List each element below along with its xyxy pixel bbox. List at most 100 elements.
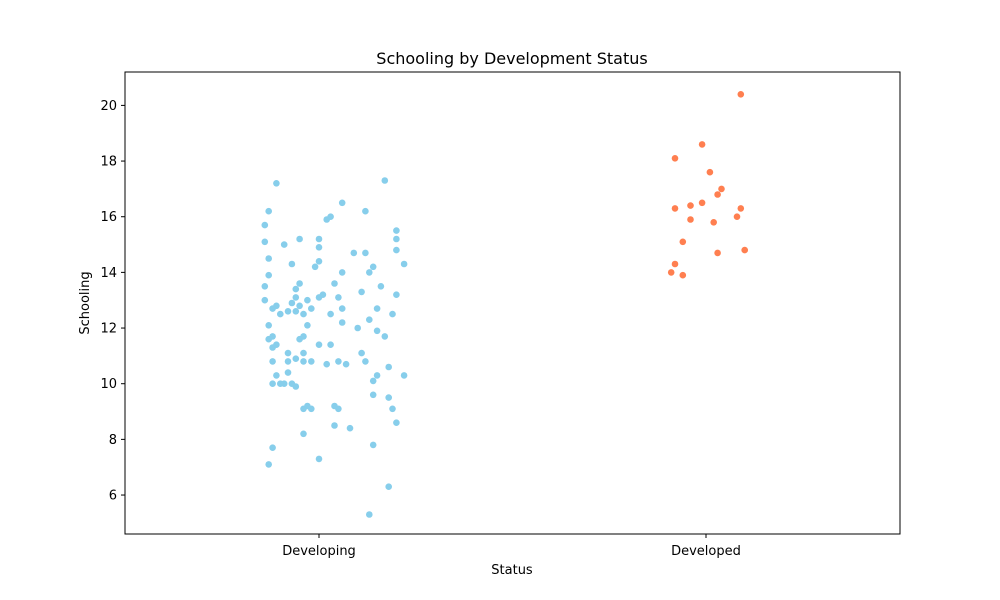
point-developing-77	[296, 280, 303, 287]
x-axis-label: Status	[491, 563, 533, 578]
point-developing-90	[265, 255, 273, 262]
point-developed-9	[737, 205, 745, 212]
chart-title: Schooling by Development Status	[376, 49, 647, 68]
point-developed-2	[671, 260, 679, 268]
point-developing-92	[362, 249, 369, 257]
point-developing-6	[315, 455, 323, 463]
point-developing-63	[389, 310, 396, 318]
point-developed-10	[671, 205, 679, 212]
plot-frame	[124, 71, 901, 535]
y-axis-label: Schooling	[78, 271, 93, 334]
point-developing-57	[284, 308, 292, 315]
y-tick-label: 18	[100, 155, 117, 170]
point-developing-91	[350, 249, 358, 257]
point-developed-15	[706, 168, 714, 176]
point-developed-14	[718, 185, 725, 193]
point-developing-43	[315, 341, 323, 349]
y-tick-label: 10	[100, 377, 117, 392]
point-developing-30	[284, 358, 292, 365]
point-developing-94	[280, 241, 288, 248]
point-developing-56	[277, 310, 284, 318]
point-developing-14	[331, 402, 338, 410]
point-developing-4	[346, 424, 354, 432]
point-developing-69	[296, 302, 303, 310]
point-developing-100	[393, 227, 400, 234]
point-developing-58	[292, 308, 300, 315]
data-points	[261, 91, 748, 518]
point-developing-107	[273, 180, 280, 187]
point-developed-6	[710, 219, 717, 226]
point-developed-18	[737, 91, 745, 98]
point-developed-13	[714, 191, 721, 198]
point-developing-52	[304, 322, 311, 329]
point-developed-16	[671, 155, 679, 162]
point-developing-101	[261, 221, 269, 229]
y-tick-label: 8	[109, 433, 117, 448]
point-developing-33	[323, 360, 331, 368]
point-developing-89	[400, 260, 408, 268]
point-developing-7	[385, 483, 393, 491]
point-developing-20	[269, 380, 276, 388]
point-developing-78	[331, 280, 338, 287]
y-tick-label: 14	[100, 266, 117, 281]
point-developing-42	[273, 341, 280, 349]
point-developing-2	[300, 430, 307, 438]
point-developing-99	[393, 235, 400, 243]
point-developing-34	[335, 358, 342, 365]
point-developing-87	[369, 263, 377, 271]
point-developing-71	[308, 305, 315, 312]
point-developing-62	[373, 305, 381, 312]
point-developing-105	[362, 207, 369, 215]
point-developing-39	[300, 349, 307, 357]
point-developed-11	[687, 202, 694, 209]
point-developed-5	[679, 238, 687, 246]
point-developing-46	[269, 333, 276, 340]
point-developed-1	[679, 271, 687, 279]
point-developing-8	[366, 511, 373, 518]
point-developing-68	[292, 294, 300, 301]
point-developing-85	[338, 269, 346, 276]
y-tick-label: 16	[100, 210, 117, 225]
point-developed-12	[698, 199, 706, 207]
point-developing-49	[381, 333, 389, 340]
point-developing-22	[277, 380, 284, 388]
point-developing-35	[342, 360, 350, 368]
point-developed-7	[687, 216, 694, 223]
point-developing-51	[265, 322, 273, 329]
point-developing-31	[300, 358, 307, 365]
point-developing-55	[366, 316, 373, 324]
point-developing-29	[269, 358, 276, 365]
point-developing-53	[338, 319, 346, 326]
point-developing-70	[304, 296, 311, 304]
point-developing-84	[315, 258, 323, 265]
point-developing-79	[358, 288, 365, 296]
point-developing-16	[369, 391, 377, 399]
point-developing-59	[300, 310, 307, 318]
point-developing-98	[315, 235, 323, 243]
point-developed-0	[667, 269, 675, 276]
point-developing-44	[327, 341, 334, 349]
point-developing-106	[338, 199, 346, 207]
point-developing-64	[261, 296, 269, 304]
point-developing-104	[265, 207, 273, 215]
point-developing-108	[381, 177, 389, 184]
point-developing-27	[400, 372, 408, 379]
y-axis-ticks: 6 8 10 12 14 16 18 20	[100, 99, 125, 504]
point-developing-10	[389, 405, 396, 413]
point-developing-97	[296, 235, 303, 243]
point-developing-48	[300, 333, 307, 340]
point-developed-3	[714, 249, 721, 257]
point-developing-75	[393, 291, 400, 299]
point-developing-54	[354, 324, 362, 332]
point-developing-61	[338, 305, 346, 312]
point-developing-36	[362, 358, 369, 365]
point-developing-40	[358, 349, 365, 357]
x-tick-label-developing: Developing	[282, 544, 356, 559]
point-developing-50	[373, 327, 381, 335]
point-developing-96	[315, 244, 323, 251]
point-developing-9	[393, 419, 400, 427]
point-developing-95	[261, 238, 269, 246]
point-developed-17	[698, 141, 706, 148]
point-developing-82	[265, 271, 273, 279]
